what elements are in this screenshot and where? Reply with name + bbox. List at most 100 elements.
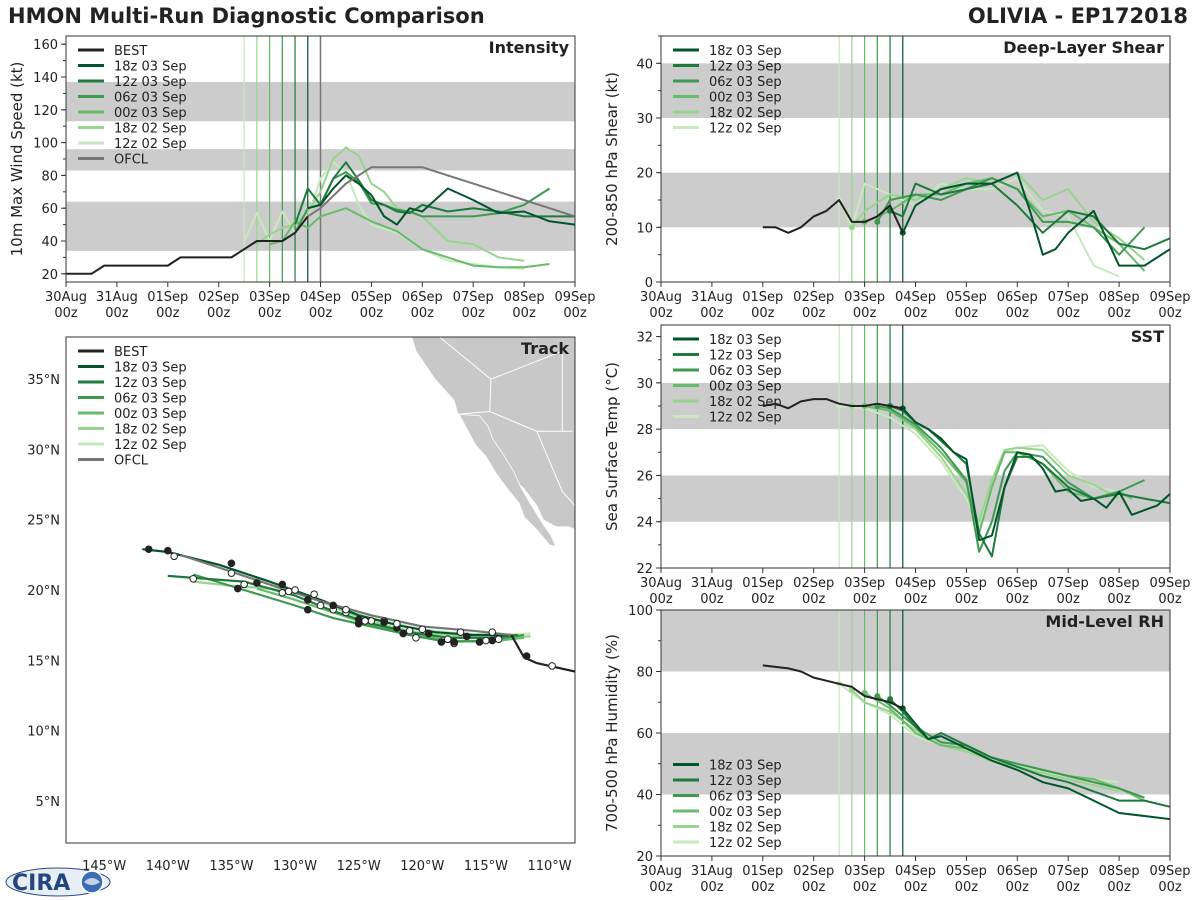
- sst-xtick-label-hour: 00z: [751, 592, 775, 607]
- rh-xtick-label: 06Sep: [997, 864, 1038, 879]
- rh-xtick-label-hour: 00z: [853, 880, 877, 895]
- track-legend-label: 12z 02 Sep: [114, 438, 187, 453]
- intensity-legend-label: 00z 03 Sep: [114, 106, 187, 121]
- sst-series-18z-03-sep: [902, 407, 1170, 542]
- intensity-xtick-label: 02Sep: [198, 290, 239, 305]
- shear-init-dot: [874, 218, 881, 225]
- intensity-ytick-label: 40: [41, 235, 58, 250]
- sst-series-best: [762, 398, 903, 410]
- track-legend-label: 00z 03 Sep: [114, 407, 187, 422]
- track-position-marker: [189, 574, 198, 583]
- track-position-marker: [164, 546, 172, 555]
- figure-title: HMON Multi-Run Diagnostic Comparison: [8, 4, 485, 28]
- track-position-marker: [488, 636, 497, 645]
- sst-xtick-label: 04Sep: [895, 576, 936, 591]
- shear-ylabel: 200-850 hPa Shear (kt): [603, 72, 621, 246]
- shear-xtick-label-hour: 00z: [1107, 306, 1131, 321]
- track-ytick-label: 5°N: [36, 795, 61, 810]
- rh-xtick-label-hour: 00z: [802, 880, 826, 895]
- track-position-marker: [443, 635, 452, 643]
- rh-panel-title: Mid-Level RH: [1045, 612, 1164, 631]
- track-position-marker: [418, 625, 427, 634]
- shear-ytick-label: 40: [636, 57, 653, 72]
- rh-xtick-label-hour: 00z: [649, 880, 673, 895]
- intensity-xtick-label-hour: 00z: [563, 306, 587, 321]
- shear-legend-label: 06z 03 Sep: [709, 75, 782, 90]
- sst-xtick-label: 05Sep: [946, 576, 987, 591]
- intensity-plot-area: [66, 36, 575, 282]
- rh-xtick-label: 30Aug: [640, 864, 682, 879]
- sst-xtick-label-hour: 00z: [1057, 592, 1081, 607]
- sst-xtick-label-hour: 00z: [700, 592, 724, 607]
- track-position-marker: [393, 619, 401, 628]
- rh-ytick-label: 60: [636, 727, 653, 742]
- track-ytick-label: 35°N: [27, 373, 60, 388]
- sst-series-12z-02-sep: [839, 405, 1120, 528]
- sst-xtick-label: 30Aug: [640, 576, 682, 591]
- track-xtick-label: 120°W: [400, 859, 444, 874]
- rh-series-12z-03-sep: [889, 698, 1170, 808]
- rh-xtick-label-hour: 00z: [904, 880, 928, 895]
- intensity-xtick-label: 30Aug: [45, 290, 87, 305]
- state-border: [490, 350, 563, 432]
- intensity-series-ofcl: [307, 166, 575, 218]
- intensity-series-00z-03-sep: [269, 207, 550, 269]
- track-position-marker: [144, 545, 153, 554]
- intensity-series-18z-03-sep: [307, 174, 575, 226]
- track-position-marker: [361, 617, 369, 625]
- track-ytick-label: 20°N: [27, 584, 60, 599]
- shear-xtick-label: 31Aug: [691, 290, 733, 305]
- intensity-legend-label: 12z 03 Sep: [114, 75, 187, 90]
- sst-xtick-label: 08Sep: [1099, 576, 1140, 591]
- track-position-marker: [240, 580, 248, 589]
- track-panel: 145°W 140°W 135°W 130°W 125°W 120°W 115°W 110°W…: [27, 336, 576, 874]
- sst-xtick-label-hour: 00z: [1107, 592, 1131, 607]
- sst-ytick-label: 24: [636, 516, 653, 531]
- shear-ytick-label: 10: [636, 221, 653, 236]
- sst-ytick-label: 22: [636, 562, 653, 577]
- shear-xtick-label-hour: 00z: [1006, 306, 1030, 321]
- track-legend-label: 18z 02 Sep: [114, 423, 187, 438]
- intensity-xtick-label: 07Sep: [453, 290, 494, 305]
- baja-peninsula: [458, 413, 557, 547]
- intensity-ytick-label: 160: [33, 38, 58, 53]
- shear-series-12z-03-sep: [889, 182, 1170, 251]
- shear-init-dot: [848, 224, 855, 231]
- shear-series-best: [762, 199, 904, 234]
- rh-series-18z-02-sep: [851, 689, 1120, 793]
- rh-legend-label: 12z 02 Sep: [709, 836, 782, 851]
- intensity-xtick-label: 05Sep: [351, 290, 392, 305]
- intensity-xtick-label-hour: 00z: [411, 306, 435, 321]
- shear-xtick-label-hour: 00z: [751, 306, 775, 321]
- rh-ylabel: 700-500 hPa Humidity (%): [603, 634, 621, 832]
- rh-xtick-label: 31Aug: [691, 864, 733, 879]
- intensity-xtick-label: 01Sep: [147, 290, 188, 305]
- sst-panel: 22242628303230Aug00z31Aug00z01Sep00z02Se…: [603, 324, 1191, 607]
- shear-xtick-label-hour: 00z: [853, 306, 877, 321]
- shear-ytick-label: 20: [636, 167, 653, 182]
- shear-xtick-label-hour: 00z: [649, 306, 673, 321]
- cira-logo: CIRA: [5, 867, 111, 897]
- track-position-marker: [291, 586, 299, 594]
- rh-xtick-label-hour: 00z: [751, 880, 775, 895]
- state-border: [457, 410, 573, 432]
- intensity-xtick-label-hour: 00z: [207, 306, 231, 321]
- intensity-legend-label: 12z 02 Sep: [114, 137, 187, 152]
- track-position-marker: [278, 580, 287, 589]
- track-xtick-label: 110°W: [527, 859, 571, 874]
- intensity-xtick-label-hour: 00z: [512, 306, 536, 321]
- intensity-legend-label: 06z 03 Sep: [114, 91, 187, 106]
- sst-xtick-label: 31Aug: [691, 576, 733, 591]
- sst-xtick-label-hour: 00z: [802, 592, 826, 607]
- track-position-marker: [548, 662, 556, 670]
- intensity-xtick-label-hour: 00z: [105, 306, 129, 321]
- rh-xtick-label: 01Sep: [742, 864, 783, 879]
- track-series-best: [510, 634, 575, 673]
- rh-xtick-label-hour: 00z: [1107, 880, 1131, 895]
- intensity-legend-label: BEST: [114, 44, 147, 59]
- shear-xtick-label: 03Sep: [844, 290, 885, 305]
- track-xtick-label: 140°W: [146, 859, 190, 874]
- track-series-06z-03-sep: [192, 573, 525, 644]
- track-position-marker: [310, 590, 318, 599]
